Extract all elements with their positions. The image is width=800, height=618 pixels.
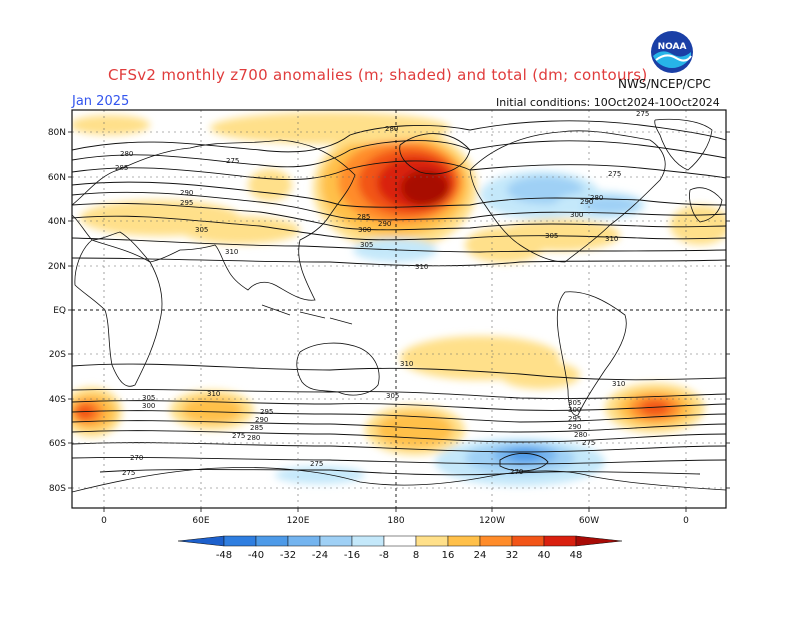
colorbar-tick-label: 16 xyxy=(442,550,455,561)
noaa-logo-icon: NOAA xyxy=(651,31,693,73)
contour-label: 285 xyxy=(250,424,263,432)
chart-title: CFSv2 monthly z700 anomalies (m; shaded)… xyxy=(108,66,648,84)
contour-label: 300 xyxy=(568,406,581,414)
colorbar-tick-label: -8 xyxy=(379,550,389,561)
colorbar-swatch xyxy=(287,535,321,547)
longitude-label: 120W xyxy=(479,516,505,526)
contour-label: 305 xyxy=(545,232,558,240)
latitude-labels: 80N 60N 40N 20N EQ 20S 40S 60S 80S xyxy=(48,128,730,494)
contour-label: 275 xyxy=(608,170,621,178)
contour-label: 275 xyxy=(232,432,245,440)
contour-label: 295 xyxy=(260,408,273,416)
colorbar-swatch xyxy=(543,535,577,547)
contour-label: 280 xyxy=(574,431,587,439)
contour-label: 285 xyxy=(115,164,128,172)
latitude-label: 40S xyxy=(49,395,66,405)
colorbar-tick-label: 8 xyxy=(413,550,419,561)
colorbar-tick-label: -48 xyxy=(216,550,232,561)
contour-label: 275 xyxy=(310,460,323,468)
latitude-label: 80N xyxy=(48,128,66,138)
colorbar-swatch xyxy=(383,535,417,547)
colorbar-swatch xyxy=(479,535,513,547)
contour-label: 285 xyxy=(357,213,370,221)
contour-label: 300 xyxy=(358,226,371,234)
contour-label: 310 xyxy=(400,360,413,368)
contour-label: 290 xyxy=(180,189,193,197)
colorbar-tick-label: -40 xyxy=(248,550,264,561)
contour-label: 290 xyxy=(378,220,391,228)
latitude-label: 20N xyxy=(48,262,66,272)
contour-label: 280 xyxy=(590,194,603,202)
contour-label: 305 xyxy=(360,241,373,249)
colorbar-tick-label: 32 xyxy=(506,550,519,561)
latitude-label: 60S xyxy=(49,439,66,449)
contour-label: 295 xyxy=(568,415,581,423)
colorbar-swatch xyxy=(223,535,257,547)
contour-label: 290 xyxy=(568,423,581,431)
contour-label: 275 xyxy=(636,110,649,118)
longitude-label: 0 xyxy=(101,516,107,526)
colorbar-tick-labels: -48 -40 -32 -24 -16 -8 8 16 24 32 40 48 xyxy=(216,550,583,561)
contour-label: 270 xyxy=(130,454,143,462)
colorbar-swatch xyxy=(415,535,449,547)
colorbar-swatch xyxy=(177,535,225,547)
colorbar-tick-label: 24 xyxy=(474,550,487,561)
map-frame xyxy=(71,109,727,509)
init-conditions-label: Initial conditions: 10Oct2024-10Oct2024 xyxy=(496,96,720,109)
contour-label: 290 xyxy=(255,416,268,424)
colorbar-tick-label: -24 xyxy=(312,550,328,561)
contour-label: 295 xyxy=(180,199,193,207)
contour-label: 310 xyxy=(605,235,618,243)
longitude-label: 60E xyxy=(192,516,209,526)
contour-label: 275 xyxy=(226,157,239,165)
longitude-labels: 0 60E 120E 180 120W 60W 0 xyxy=(101,508,689,526)
latitude-label: 60N xyxy=(48,173,66,183)
contour-labels: 280 280 285 285 290 290 295 300 305 305 … xyxy=(115,110,649,477)
longitude-label: 180 xyxy=(387,516,404,526)
contour-label: 310 xyxy=(612,380,625,388)
colorbar-tick-label: -32 xyxy=(280,550,296,561)
contour-label: 305 xyxy=(142,394,155,402)
longitude-label: 120E xyxy=(287,516,310,526)
colorbar-tick-label: 40 xyxy=(538,550,551,561)
contour-label: 280 xyxy=(385,125,398,133)
colorbar-swatch xyxy=(511,535,545,547)
agency-label: NWS/NCEP/CPC xyxy=(618,77,711,91)
latitude-label: 40N xyxy=(48,217,66,227)
colorbar-swatch xyxy=(255,535,289,547)
contour-label: 310 xyxy=(207,390,220,398)
contour-label: 280 xyxy=(247,434,260,442)
longitude-label: 0 xyxy=(683,516,689,526)
contour-label: 300 xyxy=(142,402,155,410)
colorbar-swatch xyxy=(447,535,481,547)
valid-month-label: Jan 2025 xyxy=(72,94,130,109)
contour-label: 270 xyxy=(510,468,523,476)
latitude-label: 80S xyxy=(49,484,66,494)
height-contours xyxy=(72,120,726,476)
contour-label: 300 xyxy=(570,211,583,219)
colorbar-swatch xyxy=(575,535,623,547)
contour-label: 305 xyxy=(195,226,208,234)
colorbar-swatch xyxy=(351,535,385,547)
contour-label: 275 xyxy=(122,469,135,477)
colorbar-tick-label: -16 xyxy=(344,550,360,561)
colorbar-swatch xyxy=(319,535,353,547)
longitude-label: 60W xyxy=(579,516,599,526)
colorbar-tick-label: 48 xyxy=(570,550,583,561)
contour-label: 310 xyxy=(415,263,428,271)
colorbar xyxy=(177,535,623,547)
contour-label: 290 xyxy=(580,198,593,206)
contour-label: 280 xyxy=(120,150,133,158)
lat-lon-grid xyxy=(72,110,726,508)
logo-text: NOAA xyxy=(658,42,687,52)
latitude-label: EQ xyxy=(53,306,66,316)
latitude-label: 20S xyxy=(49,350,66,360)
contour-label: 305 xyxy=(386,392,399,400)
contour-label: 310 xyxy=(225,248,238,256)
contour-label: 305 xyxy=(568,399,581,407)
